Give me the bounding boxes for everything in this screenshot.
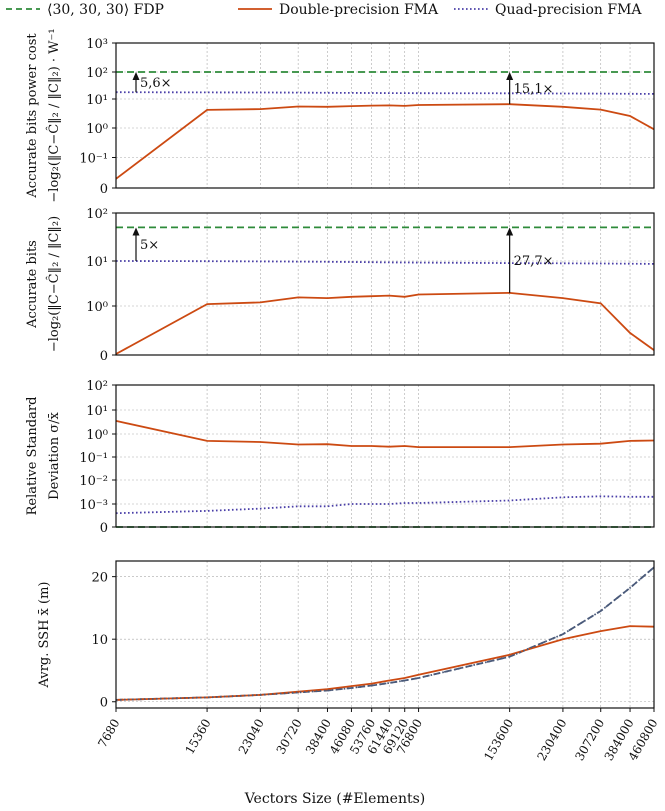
chart-panel: 0 10⁻¹ 10⁰ 10¹ 10² 10³ 5,6× 15,1× Accurate bits … [25, 28, 655, 203]
series-line [115, 625, 655, 701]
x-tick-label: 30720 [274, 717, 305, 757]
y-tick-label: 10² [86, 66, 108, 81]
legend-item: ⟨30, 30, 30⟩ FDP [6, 2, 164, 18]
series-line [115, 566, 655, 701]
y-tick-label: 10⁻¹ [79, 451, 108, 466]
y-axis-label: Relative Standard [25, 397, 40, 516]
y-tick-label: 10 [91, 633, 108, 648]
y-tick-label: 10⁻² [79, 474, 108, 489]
panels: 0 10⁻¹ 10⁰ 10¹ 10² 10³ 5,6× 15,1× Accurate bits … [25, 28, 655, 711]
y-axis-label: −log₂(‖C−Ĉ‖₂ / ‖C‖₂) · W⁻¹ [45, 28, 62, 202]
y-tick-label: 20 [91, 571, 108, 586]
plot-frame [115, 560, 655, 709]
y-tick-label: 10¹ [86, 93, 108, 108]
y-axis-label: Accurate bits power cost [25, 33, 40, 199]
series-line [115, 103, 655, 180]
y-axis-label: Avrg. SSH x̄ (m) [37, 582, 52, 689]
series-line [115, 566, 655, 701]
series-line [115, 91, 655, 95]
x-tick-label: 23040 [236, 717, 267, 757]
y-tick-label: 10³ [86, 37, 108, 52]
legend-item: Double-precision FMA [238, 2, 439, 18]
annotation-arrowhead [132, 72, 140, 80]
y-tick-label: 10⁰ [86, 122, 108, 137]
y-tick-label: 0 [100, 521, 108, 536]
chart-panel: 0 10 20 Avrg. SSH x̄ (m) [37, 560, 655, 711]
y-tick-label: 10¹ [86, 404, 108, 419]
annotation-label: 5× [140, 238, 159, 253]
legend-label: Quad-precision FMA [495, 2, 642, 18]
y-tick-label: 0 [100, 182, 108, 197]
y-axis-label: Accurate bits [25, 240, 40, 329]
annotation-arrowhead [132, 227, 140, 236]
y-tick-label: 10² [86, 207, 108, 222]
x-tick-label: 7680 [95, 717, 122, 750]
y-axis-label: −log₂(‖C−Ĉ‖₂ / ‖C‖₂) [45, 216, 62, 352]
y-tick-label: 10⁰ [86, 300, 108, 315]
chart-panel: 0 10⁻³ 10⁻² 10⁻¹ 10⁰ 10¹ 10² Relative Standard D… [25, 379, 655, 536]
y-tick-label: 10⁻³ [79, 498, 108, 513]
annotation-arrowhead [506, 72, 514, 80]
annotation-label: 27,7× [514, 254, 554, 269]
y-tick-label: 0 [100, 696, 108, 711]
x-axis-label: Vectors Size (#Elements) [244, 791, 426, 807]
plot-frame [115, 42, 655, 189]
y-tick-label: 10⁻¹ [79, 152, 108, 167]
legend: ⟨30, 30, 30⟩ FDP Double-precision FMA Quad… [6, 2, 642, 18]
annotation-label: 15,1× [514, 82, 554, 97]
plot-frame [115, 212, 655, 356]
legend-label: Double-precision FMA [279, 2, 439, 18]
series-line [115, 260, 655, 265]
series-line [115, 495, 654, 515]
x-axis: 7680 15360 23040 30720384004608053760614406… [95, 708, 661, 764]
series-line [115, 420, 655, 449]
legend-label: ⟨30, 30, 30⟩ FDP [47, 2, 164, 18]
series-line [115, 291, 655, 355]
x-tick-label: 153600 [481, 717, 516, 764]
x-tick-label: 15360 [182, 717, 213, 757]
chart-panel: 0 10⁰ 10¹ 10² 5× 27,7× Accurate bits −log₂(‖C−Ĉ… [25, 207, 655, 364]
y-tick-label: 10⁰ [86, 428, 108, 443]
x-tick-label: 230400 [534, 717, 569, 764]
annotation-label: 5,6× [140, 76, 172, 91]
plot-frame [115, 384, 655, 528]
annotation-arrowhead [506, 227, 514, 236]
y-axis-label: Deviation σ/x̄ [47, 412, 62, 500]
y-tick-label: 10² [86, 379, 108, 394]
legend-item: Quad-precision FMA [454, 2, 642, 18]
y-tick-label: 10¹ [86, 255, 108, 270]
y-tick-label: 0 [100, 349, 108, 364]
